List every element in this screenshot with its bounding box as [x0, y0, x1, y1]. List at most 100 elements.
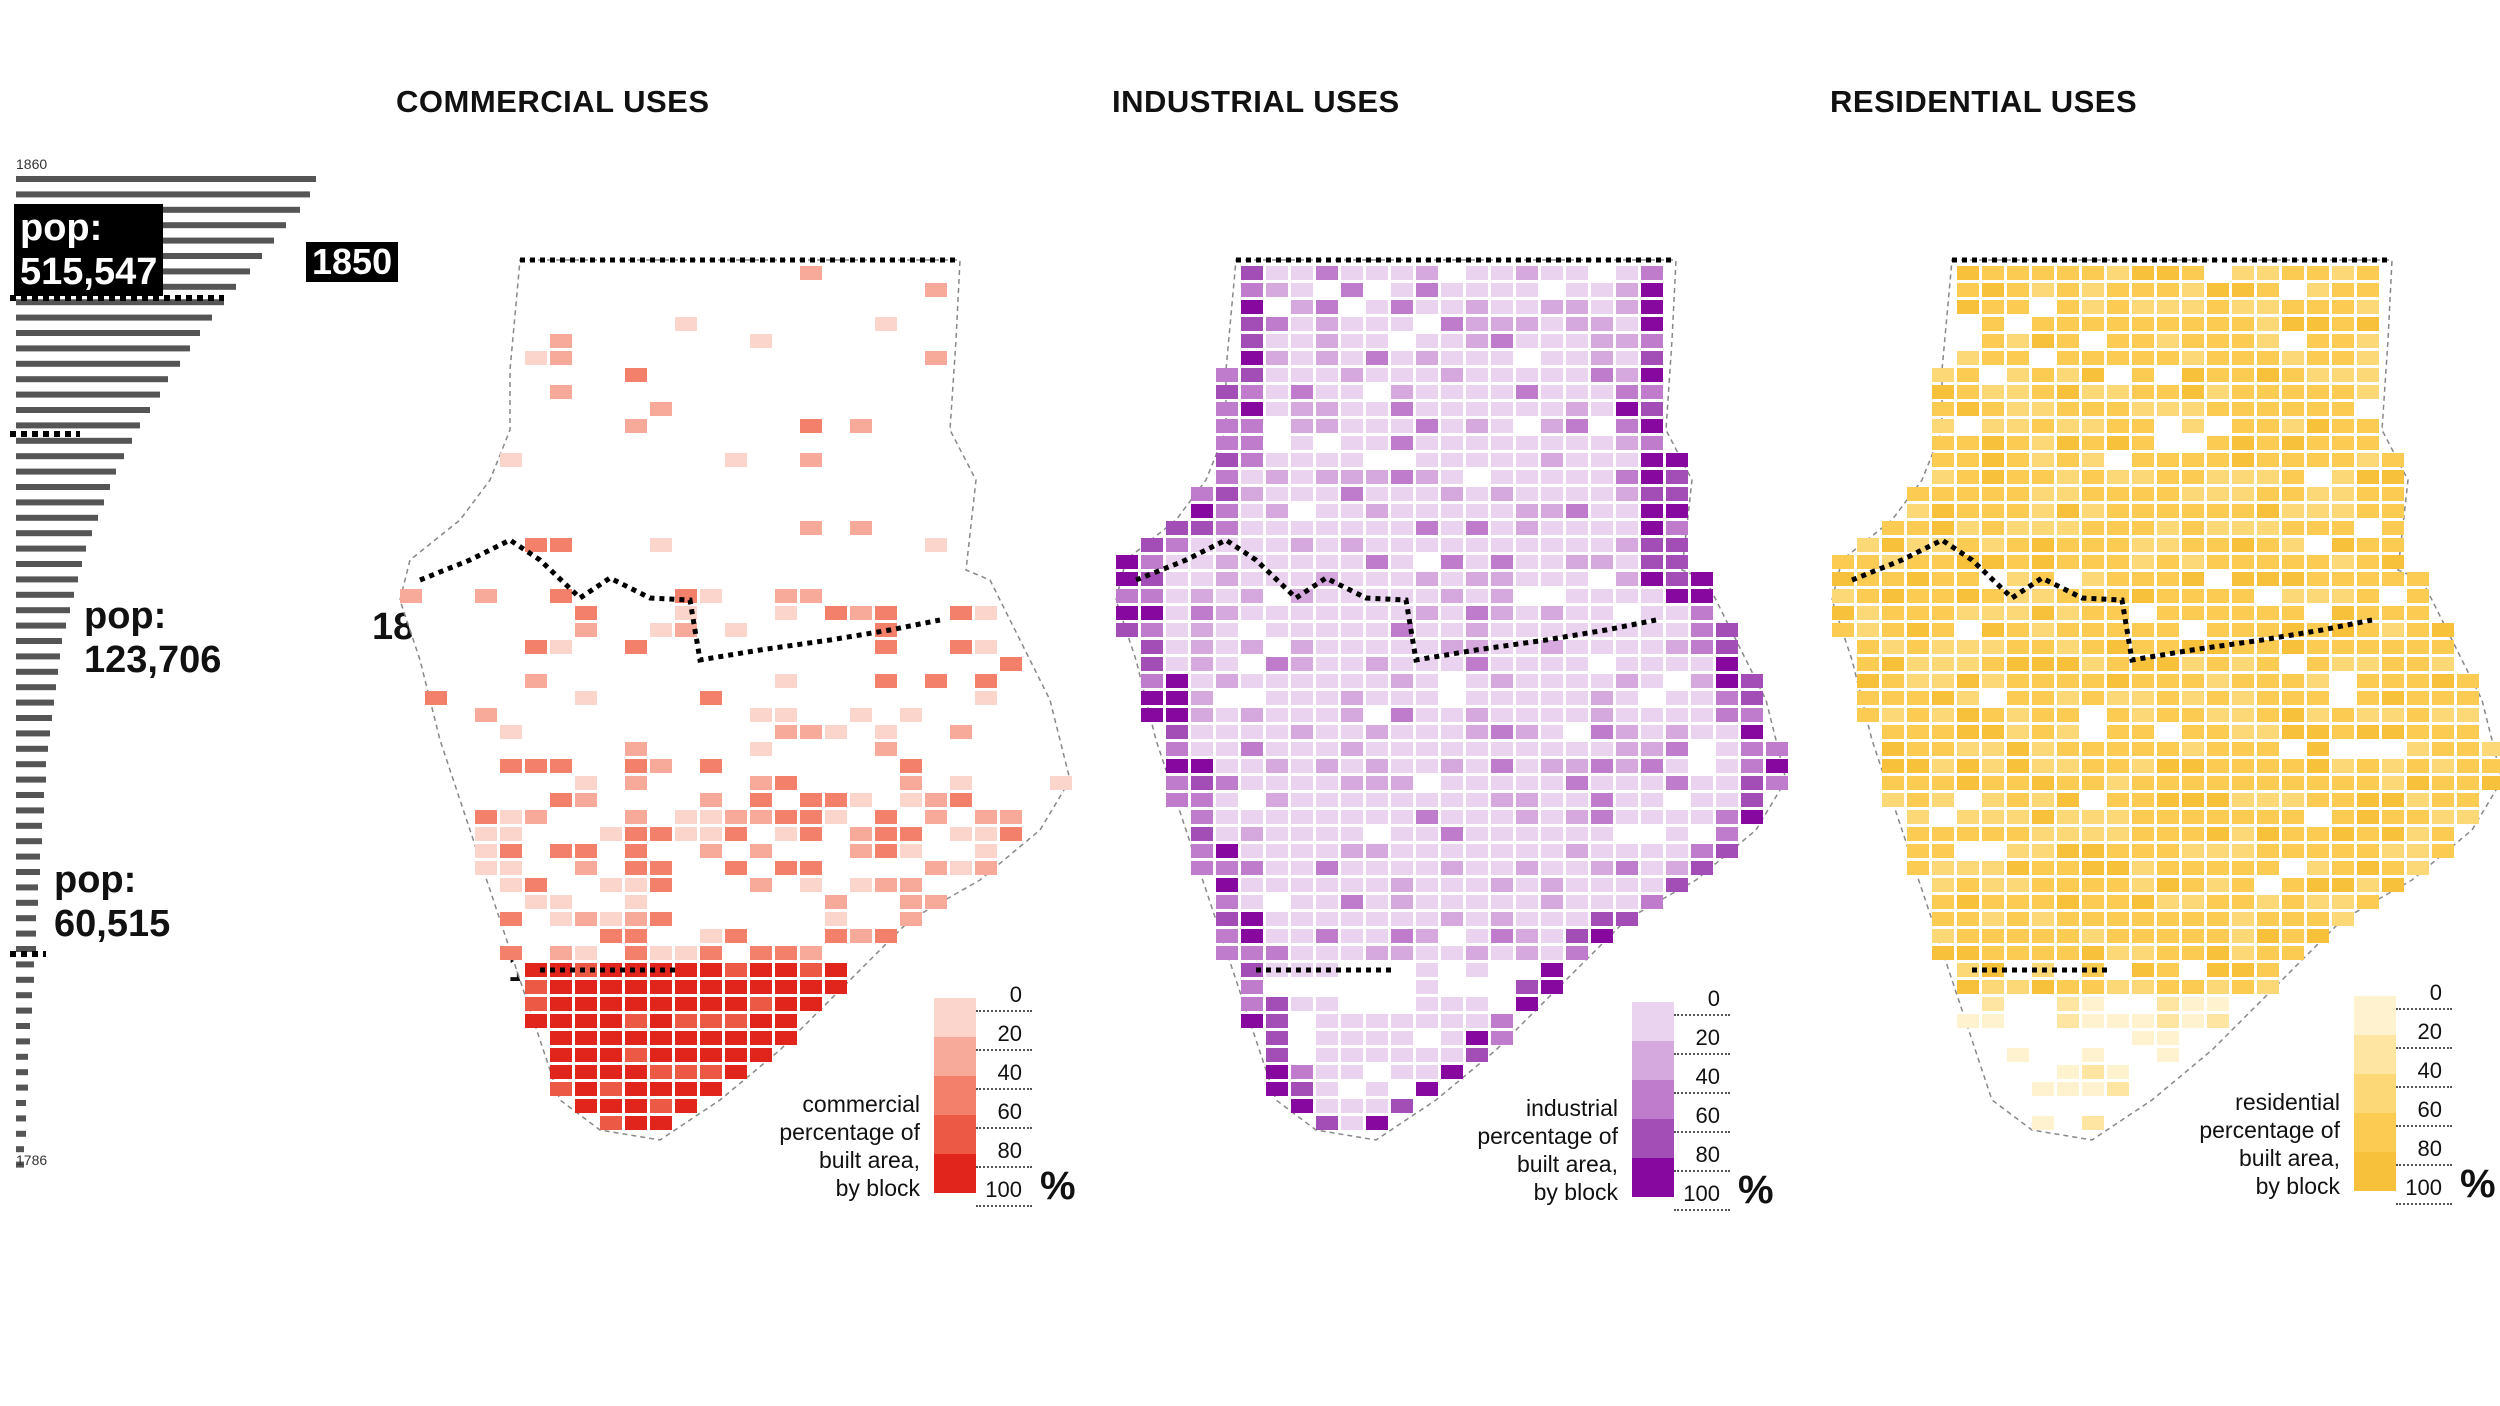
block: [1907, 793, 1929, 807]
block: [1391, 1065, 1413, 1079]
block: [875, 844, 897, 858]
block: [1366, 555, 1388, 569]
block: [1932, 759, 1954, 773]
block: [1982, 589, 2004, 603]
block: [1366, 487, 1388, 501]
block: [1957, 283, 1979, 297]
block: [600, 980, 622, 994]
block: [2182, 810, 2204, 824]
block: [2232, 861, 2254, 875]
block: [1191, 793, 1213, 807]
block: [2082, 844, 2104, 858]
block: [2107, 572, 2129, 586]
block: [2357, 436, 2379, 450]
block: [2432, 657, 2454, 671]
block: [1541, 300, 1563, 314]
block: [1691, 606, 1713, 620]
block: [1591, 793, 1613, 807]
block: [1216, 657, 1238, 671]
block: [775, 997, 797, 1011]
block: [1616, 793, 1638, 807]
block: [1341, 742, 1363, 756]
block: [1391, 912, 1413, 926]
block: [1441, 810, 1463, 824]
block: [2407, 810, 2429, 824]
block: [1857, 640, 1879, 654]
block: [1666, 521, 1688, 535]
block: [600, 878, 622, 892]
block: [1541, 402, 1563, 416]
block: [2257, 521, 2279, 535]
block: [850, 708, 872, 722]
legend-tick-line: [1674, 1131, 1730, 1133]
block: [1641, 300, 1663, 314]
block: [1466, 861, 1488, 875]
block: [1341, 283, 1363, 297]
block: [1466, 1014, 1488, 1028]
block: [2382, 623, 2404, 637]
block: [1591, 776, 1613, 790]
block: [2357, 368, 2379, 382]
block: [1441, 725, 1463, 739]
block: [1641, 674, 1663, 688]
block: [2082, 640, 2104, 654]
block: [1316, 351, 1338, 365]
block: [1741, 725, 1763, 739]
block: [2057, 521, 2079, 535]
block: [1491, 470, 1513, 484]
block: [1932, 827, 1954, 841]
block: [2407, 793, 2429, 807]
block: [1957, 725, 1979, 739]
legend-tick-label: 40: [997, 1060, 1022, 1085]
block: [2132, 674, 2154, 688]
block: [1491, 385, 1513, 399]
block: [2157, 572, 2179, 586]
block: [1466, 929, 1488, 943]
block: [2157, 283, 2179, 297]
block: [2007, 742, 2029, 756]
block: [2082, 759, 2104, 773]
block: [1491, 691, 1513, 705]
block: [2007, 912, 2029, 926]
block: [1341, 861, 1363, 875]
block: [1341, 912, 1363, 926]
block: [1241, 266, 1263, 280]
block: [600, 912, 622, 926]
block: [1641, 351, 1663, 365]
block: [1216, 555, 1238, 569]
block: [2132, 657, 2154, 671]
block: [1932, 623, 1954, 637]
block: [2307, 317, 2329, 331]
block: [775, 963, 797, 977]
block: [2232, 385, 2254, 399]
block: [1957, 402, 1979, 416]
block: [2007, 980, 2029, 994]
block: [400, 589, 422, 603]
block: [1641, 759, 1663, 773]
block: [625, 946, 647, 960]
block: [2407, 827, 2429, 841]
block: [2157, 640, 2179, 654]
block: [1541, 742, 1563, 756]
block: [1341, 1116, 1363, 1130]
block: [2132, 640, 2154, 654]
block: [2282, 419, 2304, 433]
block: [1982, 283, 2004, 297]
block: [1391, 487, 1413, 501]
block: [1982, 300, 2004, 314]
block: [925, 793, 947, 807]
timeline-bar: [16, 591, 74, 598]
block: [2032, 606, 2054, 620]
block: [750, 1014, 772, 1028]
block: [1316, 997, 1338, 1011]
timeline-bar: [16, 545, 86, 552]
block: [825, 810, 847, 824]
block: [1191, 691, 1213, 705]
block: [1591, 317, 1613, 331]
block: [1266, 1048, 1288, 1062]
block: [1466, 657, 1488, 671]
block: [700, 997, 722, 1011]
block: [2282, 555, 2304, 569]
block: [1266, 1031, 1288, 1045]
block: [2282, 487, 2304, 501]
